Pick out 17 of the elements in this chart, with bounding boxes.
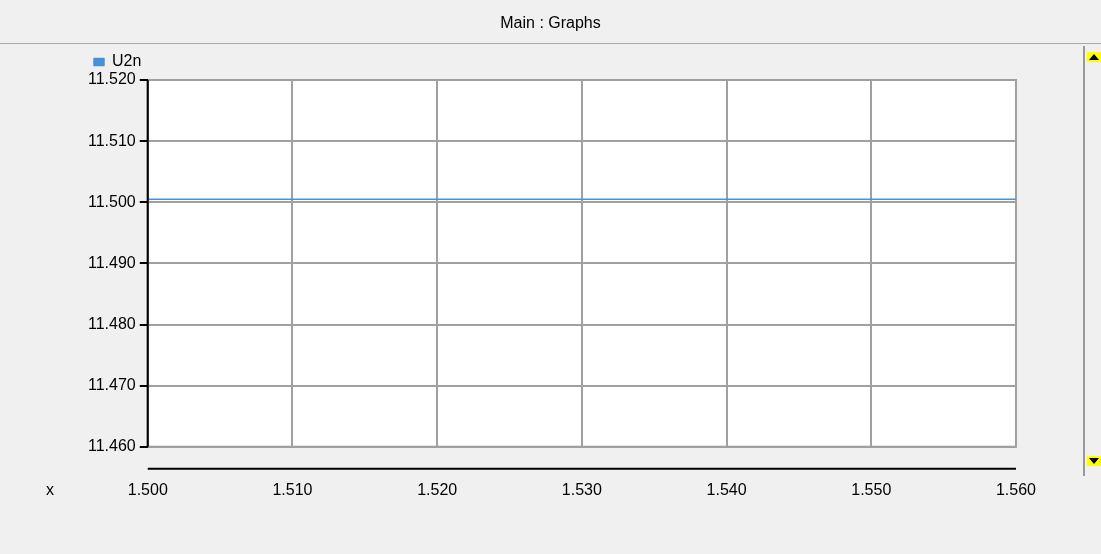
x-tick-label: 1.510 <box>272 480 313 498</box>
x-tick-label: 1.500 <box>127 480 168 498</box>
x-tick-label: 1.530 <box>561 480 602 498</box>
y-tick-label: 11.470 <box>88 376 136 394</box>
y-tick-label: 11.460 <box>88 437 136 455</box>
legend-label: U2n <box>112 52 142 70</box>
x-tick-label: 1.560 <box>995 480 1037 498</box>
chart-title: Main : Graphs <box>0 0 1101 44</box>
x-tick-label: 1.550 <box>851 480 892 498</box>
y-tick-label: 11.490 <box>88 253 136 271</box>
y-tick-label: 11.510 <box>88 131 136 149</box>
x-tick-label: 1.520 <box>417 480 458 498</box>
y-tick-label: 11.500 <box>88 192 136 210</box>
y-tick-label: 11.480 <box>88 314 136 332</box>
y-tick-label: 11.520 <box>88 70 136 88</box>
x-axis-title: x <box>46 481 54 499</box>
x-tick-label: 1.540 <box>706 480 747 498</box>
